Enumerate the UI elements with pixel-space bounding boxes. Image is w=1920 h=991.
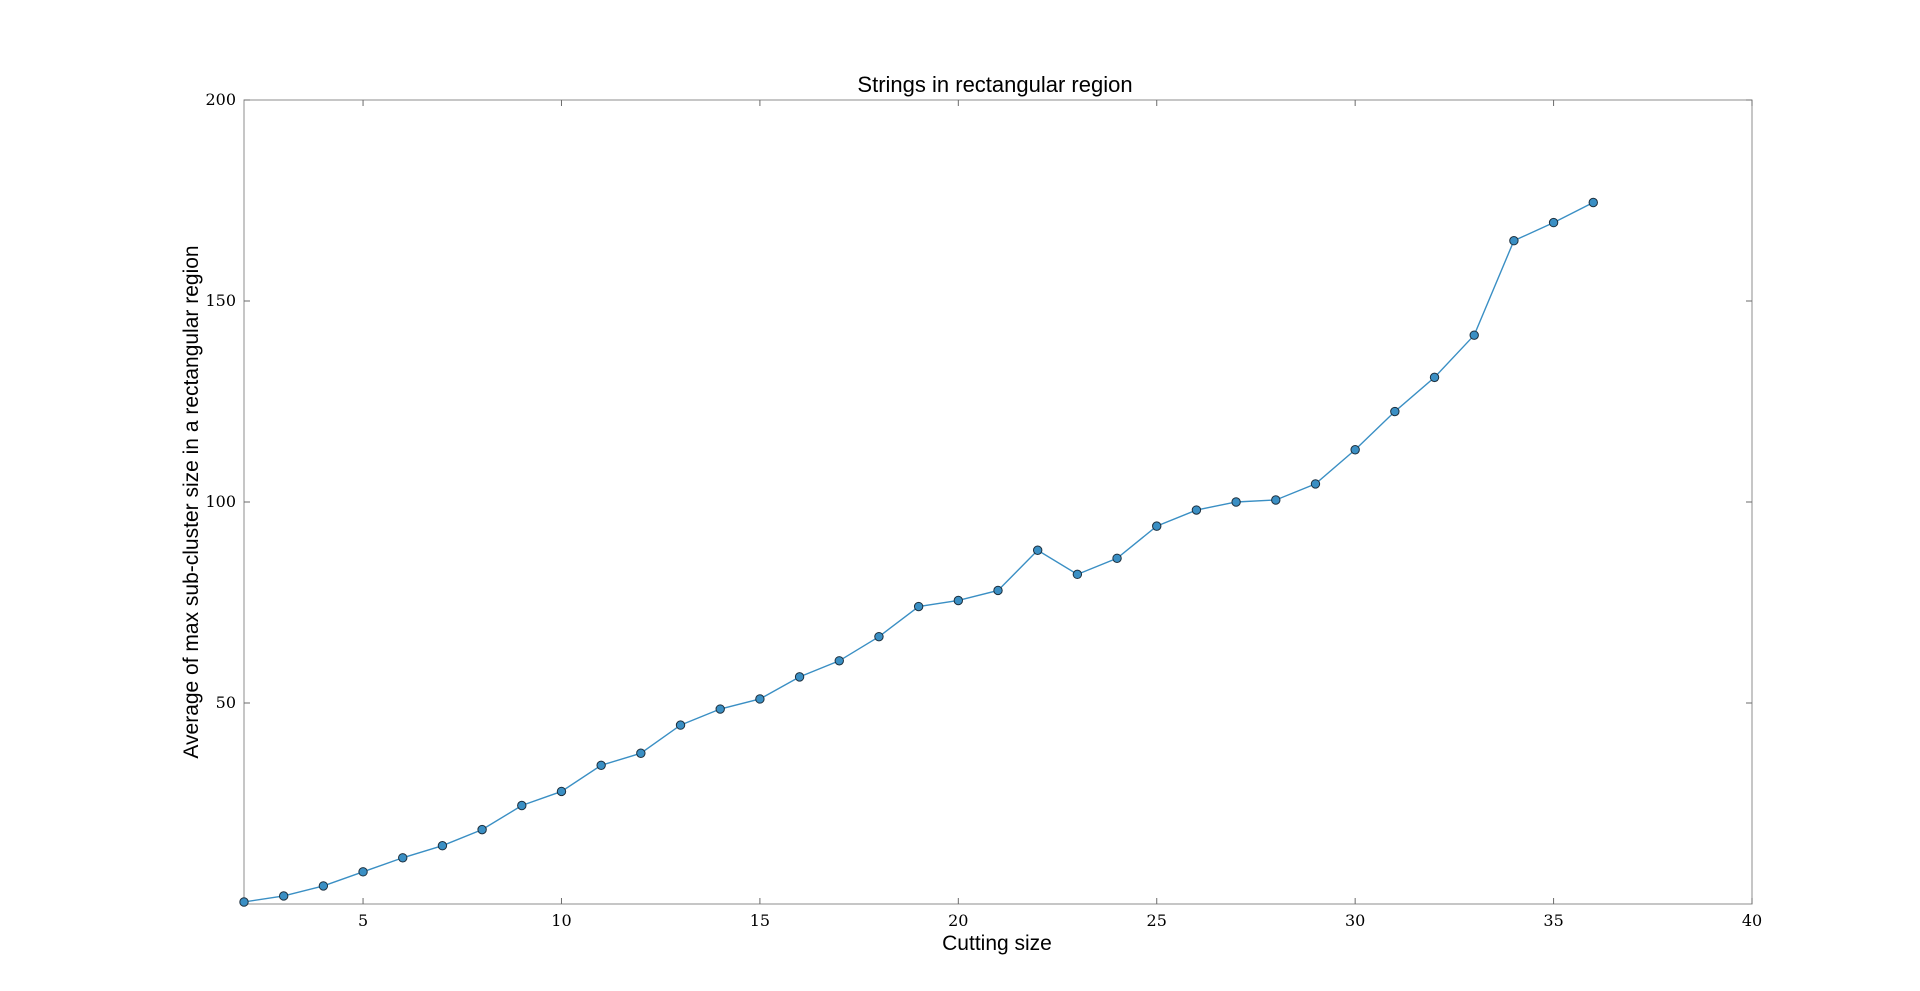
data-point xyxy=(715,704,725,714)
data-point xyxy=(913,601,924,612)
data-point xyxy=(358,867,368,877)
data-point xyxy=(1588,197,1598,208)
y-tick-label: 200 xyxy=(205,90,236,109)
x-axis-label: Cutting size xyxy=(942,932,1052,955)
data-point xyxy=(1350,445,1360,455)
data-point xyxy=(1112,553,1122,563)
data-point xyxy=(556,786,567,797)
data-point xyxy=(1469,330,1479,340)
series-markers xyxy=(239,197,1598,907)
y-tick-label: 150 xyxy=(205,291,236,310)
data-point xyxy=(953,595,964,606)
data-point xyxy=(477,824,487,835)
x-tick-label: 40 xyxy=(1742,911,1762,930)
data-point xyxy=(437,841,448,851)
y-tick-label: 50 xyxy=(216,693,236,712)
data-point xyxy=(1032,545,1043,555)
data-point xyxy=(1390,406,1400,417)
data-point xyxy=(1152,521,1162,531)
data-point xyxy=(318,881,329,891)
x-tick-label: 10 xyxy=(551,911,571,930)
x-tick-label: 5 xyxy=(358,911,368,930)
data-point xyxy=(755,694,765,704)
data-point xyxy=(1548,217,1559,228)
series-line xyxy=(243,201,1594,903)
x-tick-label: 35 xyxy=(1543,911,1563,930)
data-point xyxy=(874,631,884,642)
data-point xyxy=(1191,505,1202,515)
x-tick-label: 25 xyxy=(1147,911,1167,930)
data-point xyxy=(1429,372,1440,383)
data-point xyxy=(239,897,249,907)
y-axis: 50 100 150 200 xyxy=(205,90,1752,712)
data-point xyxy=(1310,479,1321,489)
data-point xyxy=(675,720,686,730)
x-tick-label: 15 xyxy=(750,911,770,930)
x-tick-label: 30 xyxy=(1345,911,1365,930)
y-tick-label: 100 xyxy=(205,492,236,511)
data-point xyxy=(993,585,1003,596)
x-axis: 5 10 15 20 25 30 35 40 xyxy=(358,100,1762,930)
data-point xyxy=(1509,236,1519,246)
data-point xyxy=(1271,495,1281,505)
data-point xyxy=(1072,569,1083,580)
data-point xyxy=(517,800,527,811)
data-point xyxy=(834,656,844,666)
data-point xyxy=(636,748,646,758)
x-tick-label: 20 xyxy=(948,911,968,930)
plot-frame xyxy=(243,99,1753,905)
data-point xyxy=(596,760,606,771)
data-point xyxy=(794,672,805,682)
y-axis-label: Average of max sub-cluster size in a rec… xyxy=(180,245,203,758)
data-point xyxy=(398,853,408,863)
chart-title: Strings in rectangular region xyxy=(857,72,1132,97)
data-point xyxy=(278,891,289,901)
data-point xyxy=(1231,497,1241,507)
